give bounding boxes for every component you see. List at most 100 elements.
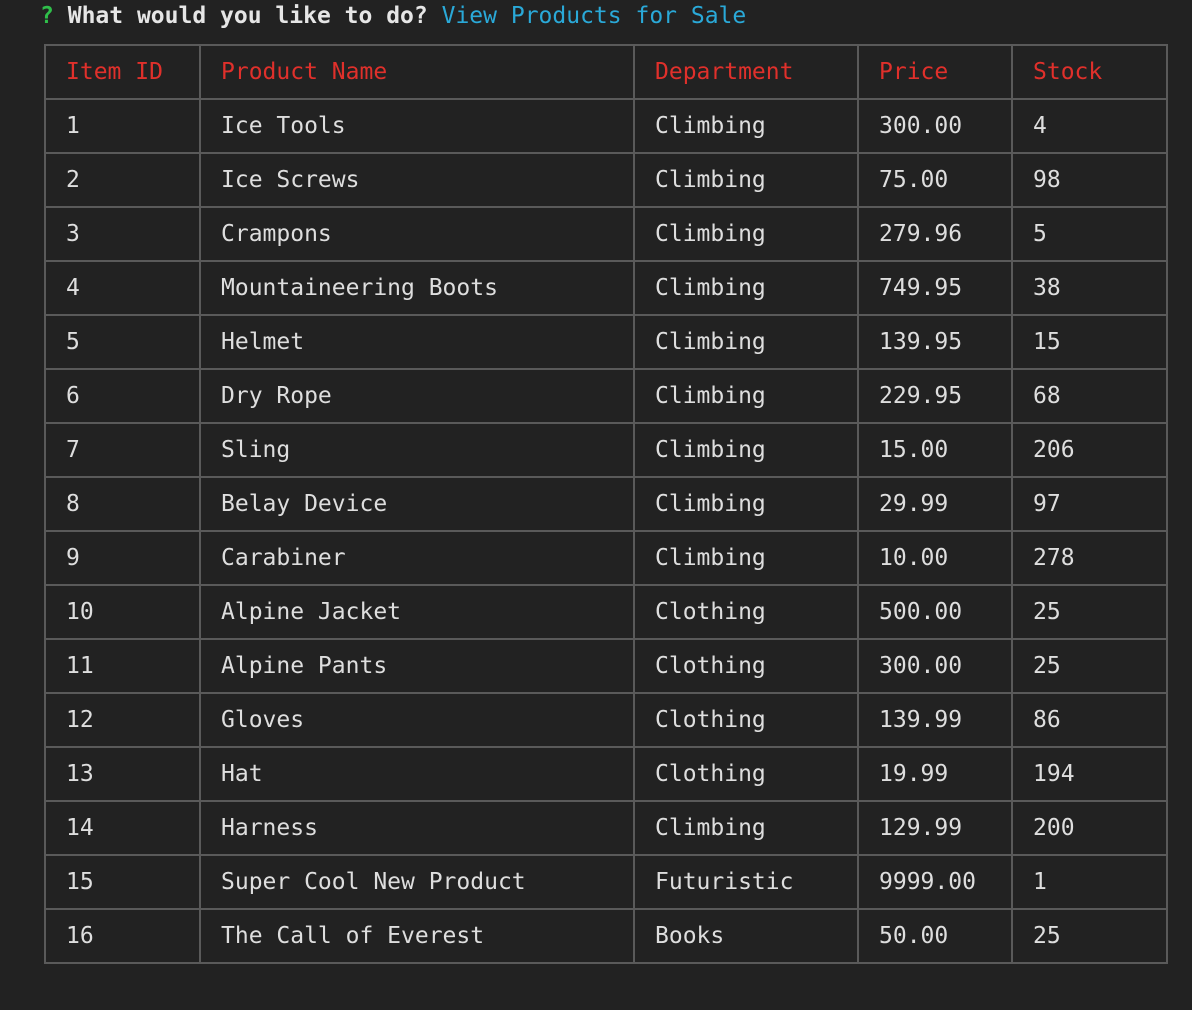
table-header: Item ID Product Name Department Price St…	[44, 44, 1168, 100]
cell-department: Climbing	[633, 422, 859, 478]
cell-price: 139.99	[857, 692, 1013, 748]
table-row: 11 Alpine Pants Clothing 300.00 25	[44, 638, 1168, 694]
cell-item-id: 4	[44, 260, 201, 316]
cell-item-id: 3	[44, 206, 201, 262]
cell-product-name: Ice Screws	[199, 152, 635, 208]
cell-item-id: 10	[44, 584, 201, 640]
cell-price: 19.99	[857, 746, 1013, 802]
table-row: 4 Mountaineering Boots Climbing 749.95 38	[44, 260, 1168, 316]
cell-price: 300.00	[857, 98, 1013, 154]
cell-stock: 25	[1011, 638, 1168, 694]
cell-product-name: Belay Device	[199, 476, 635, 532]
cell-stock: 68	[1011, 368, 1168, 424]
cell-item-id: 5	[44, 314, 201, 370]
cell-department: Clothing	[633, 584, 859, 640]
cell-item-id: 12	[44, 692, 201, 748]
cell-stock: 200	[1011, 800, 1168, 856]
prompt-question: What would you like to do?	[67, 3, 428, 29]
cell-item-id: 9	[44, 530, 201, 586]
cell-price: 29.99	[857, 476, 1013, 532]
cell-item-id: 1	[44, 98, 201, 154]
cell-department: Books	[633, 908, 859, 964]
cell-item-id: 11	[44, 638, 201, 694]
cell-product-name: Gloves	[199, 692, 635, 748]
cell-price: 9999.00	[857, 854, 1013, 910]
cell-department: Climbing	[633, 98, 859, 154]
table-row: 14 Harness Climbing 129.99 200	[44, 800, 1168, 856]
cell-price: 500.00	[857, 584, 1013, 640]
cell-item-id: 7	[44, 422, 201, 478]
cell-department: Climbing	[633, 476, 859, 532]
table-row: 5 Helmet Climbing 139.95 15	[44, 314, 1168, 370]
cell-product-name: Super Cool New Product	[199, 854, 635, 910]
cell-department: Climbing	[633, 206, 859, 262]
table-row: 16 The Call of Everest Books 50.00 25	[44, 908, 1168, 964]
cell-product-name: Alpine Pants	[199, 638, 635, 694]
cell-department: Climbing	[633, 368, 859, 424]
table-row: 9 Carabiner Climbing 10.00 278	[44, 530, 1168, 586]
cell-stock: 4	[1011, 98, 1168, 154]
cell-item-id: 2	[44, 152, 201, 208]
cell-stock: 98	[1011, 152, 1168, 208]
cell-stock: 97	[1011, 476, 1168, 532]
cell-department: Climbing	[633, 800, 859, 856]
cell-item-id: 8	[44, 476, 201, 532]
cell-product-name: Harness	[199, 800, 635, 856]
table-row: 6 Dry Rope Climbing 229.95 68	[44, 368, 1168, 424]
table-row: 12 Gloves Clothing 139.99 86	[44, 692, 1168, 748]
cell-item-id: 16	[44, 908, 201, 964]
cell-product-name: Helmet	[199, 314, 635, 370]
header-price: Price	[857, 44, 1013, 100]
cell-department: Climbing	[633, 314, 859, 370]
table-row: 13 Hat Clothing 19.99 194	[44, 746, 1168, 802]
cell-price: 139.95	[857, 314, 1013, 370]
cell-product-name: Dry Rope	[199, 368, 635, 424]
prompt-marker: ?	[40, 3, 54, 29]
header-stock: Stock	[1011, 44, 1168, 100]
cell-price: 15.00	[857, 422, 1013, 478]
cell-stock: 194	[1011, 746, 1168, 802]
cell-product-name: Hat	[199, 746, 635, 802]
cell-stock: 15	[1011, 314, 1168, 370]
table-row: 7 Sling Climbing 15.00 206	[44, 422, 1168, 478]
cell-product-name: Mountaineering Boots	[199, 260, 635, 316]
cell-stock: 25	[1011, 908, 1168, 964]
cell-department: Climbing	[633, 260, 859, 316]
cell-item-id: 15	[44, 854, 201, 910]
cell-stock: 1	[1011, 854, 1168, 910]
table-row: 1 Ice Tools Climbing 300.00 4	[44, 98, 1168, 154]
header-department: Department	[633, 44, 859, 100]
cell-product-name: Alpine Jacket	[199, 584, 635, 640]
cell-department: Climbing	[633, 152, 859, 208]
cell-item-id: 14	[44, 800, 201, 856]
cell-department: Climbing	[633, 530, 859, 586]
cell-stock: 38	[1011, 260, 1168, 316]
cell-department: Futuristic	[633, 854, 859, 910]
cell-stock: 278	[1011, 530, 1168, 586]
cell-product-name: Crampons	[199, 206, 635, 262]
cell-department: Clothing	[633, 692, 859, 748]
table-body: 1 Ice Tools Climbing 300.00 4 2 Ice Screws Clim…	[44, 98, 1168, 964]
table-row: 15 Super Cool New Product Futuristic 9999.0…	[44, 854, 1168, 910]
cell-stock: 5	[1011, 206, 1168, 262]
cell-department: Clothing	[633, 746, 859, 802]
cell-price: 279.96	[857, 206, 1013, 262]
cell-product-name: Ice Tools	[199, 98, 635, 154]
inquirer-prompt: ? What would you like to do? View Produc…	[40, 0, 746, 32]
cell-item-id: 6	[44, 368, 201, 424]
cell-price: 75.00	[857, 152, 1013, 208]
cell-item-id: 13	[44, 746, 201, 802]
cell-price: 749.95	[857, 260, 1013, 316]
cell-product-name: The Call of Everest	[199, 908, 635, 964]
cell-price: 229.95	[857, 368, 1013, 424]
cell-price: 129.99	[857, 800, 1013, 856]
table-row: 3 Crampons Climbing 279.96 5	[44, 206, 1168, 262]
header-product-name: Product Name	[199, 44, 635, 100]
table-row: 10 Alpine Jacket Clothing 500.00 25	[44, 584, 1168, 640]
cell-stock: 25	[1011, 584, 1168, 640]
products-table: Item ID Product Name Department Price St…	[44, 44, 1168, 964]
table-row: 2 Ice Screws Climbing 75.00 98	[44, 152, 1168, 208]
cell-price: 300.00	[857, 638, 1013, 694]
cell-department: Clothing	[633, 638, 859, 694]
cell-stock: 86	[1011, 692, 1168, 748]
